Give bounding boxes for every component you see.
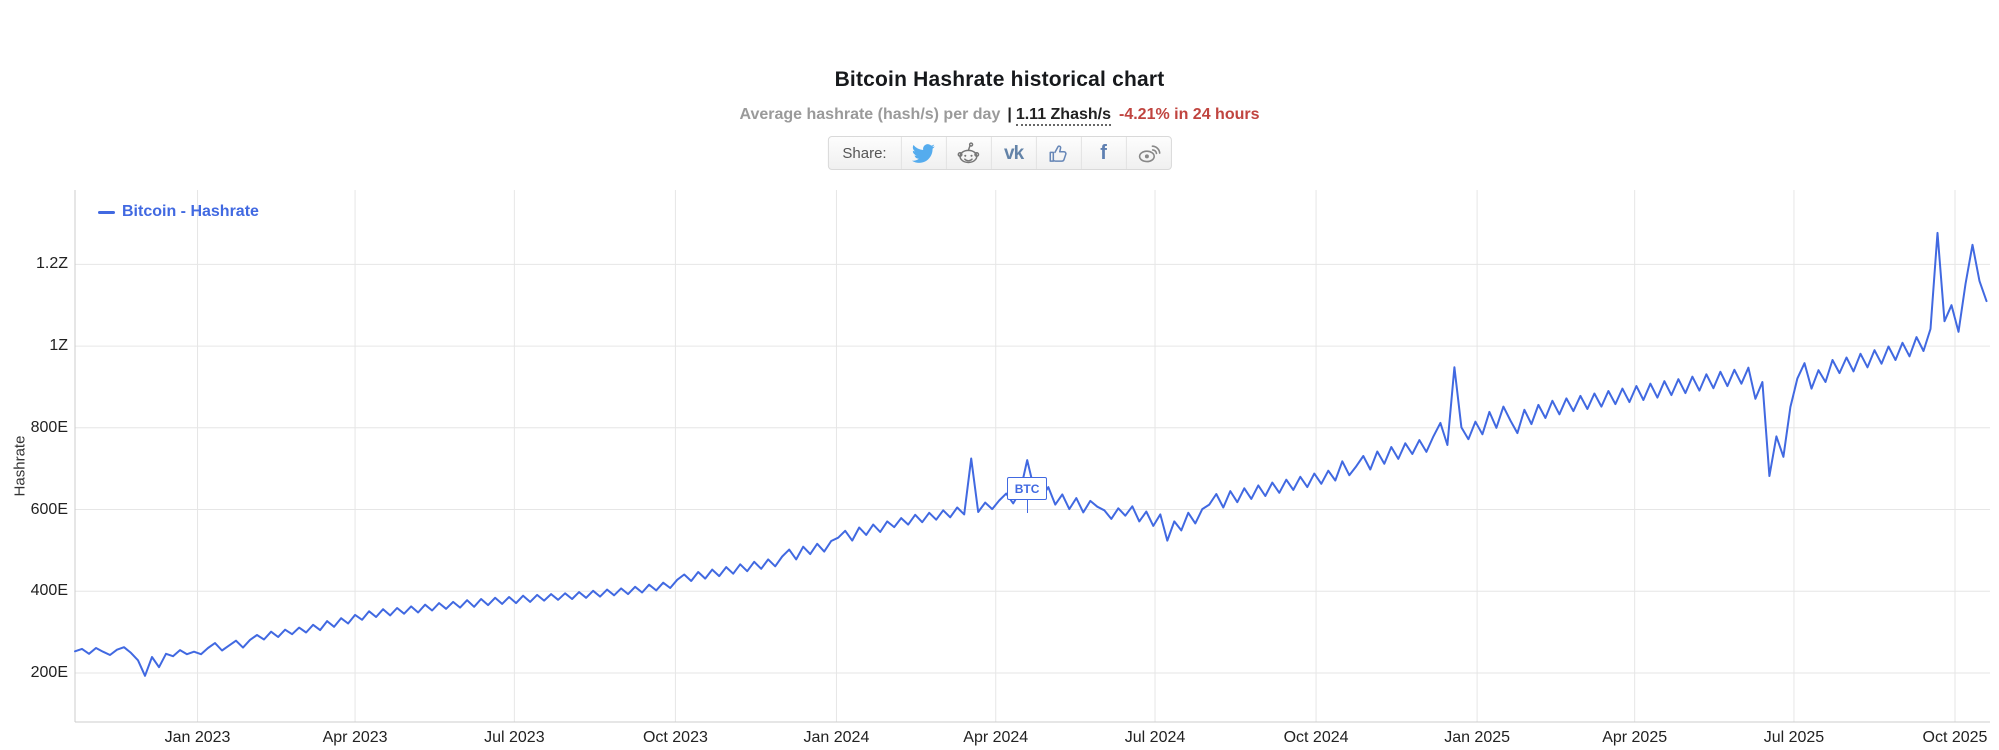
subtitle-separator: | <box>1007 106 1012 123</box>
y-tick-label: 1.2Z <box>35 255 68 273</box>
share-like-button[interactable] <box>1035 137 1081 169</box>
share-label: Share: <box>842 144 887 162</box>
x-tick-label: Jan 2025 <box>1444 729 1511 746</box>
share-facebook-button[interactable]: f <box>1080 137 1126 169</box>
y-tick-label: 600E <box>30 500 68 518</box>
btc-flag-label: BTC <box>1014 481 1040 496</box>
x-tick-label: Jul 2023 <box>484 729 545 746</box>
share-bar: Share: vk f <box>827 136 1172 170</box>
y-tick-label: 200E <box>30 663 68 681</box>
subtitle-description: Average hashrate (hash/s) per day <box>739 106 1001 123</box>
weibo-icon <box>1138 145 1161 163</box>
x-tick-label: Jul 2025 <box>1763 729 1825 746</box>
page-title: Bitcoin Hashrate historical chart <box>834 68 1165 91</box>
twitter-icon <box>912 143 936 163</box>
x-tick-label: Apr 2025 <box>1602 729 1668 746</box>
vk-icon: vk <box>1004 142 1024 164</box>
facebook-icon: f <box>1100 142 1107 164</box>
hashrate-series-line <box>74 231 1988 677</box>
x-tick-label: Jan 2023 <box>164 729 231 746</box>
legend-line-marker <box>98 210 115 214</box>
chart-subtitle: Average hashrate (hash/s) per day | 1.11 Z… <box>0 106 1999 126</box>
share-weibo-button[interactable] <box>1125 137 1171 169</box>
thumbs-up-icon <box>1049 144 1067 162</box>
share-reddit-button[interactable] <box>945 137 991 169</box>
current-hashrate-value: 1.11 Zhash/s <box>1015 106 1111 126</box>
change-24h-badge: -4.21% in 24 hours <box>1119 106 1260 123</box>
y-tick-label: 1Z <box>49 337 68 355</box>
share-twitter-button[interactable] <box>900 137 946 169</box>
y-axis-title: Hashrate <box>11 435 29 497</box>
x-tick-label: Jan 2024 <box>803 729 870 746</box>
y-tick-label: 800E <box>30 418 68 436</box>
legend-label: Bitcoin - Hashrate <box>122 203 259 220</box>
x-tick-label: Apr 2024 <box>963 729 1029 746</box>
x-tick-label: Oct 2023 <box>642 729 708 746</box>
share-vk-button[interactable]: vk <box>990 137 1036 169</box>
x-tick-label: Jul 2024 <box>1124 729 1186 746</box>
x-tick-label: Oct 2024 <box>1283 729 1349 746</box>
btc-flag-stem <box>1026 499 1028 513</box>
btc-halving-flag[interactable]: BTC <box>1006 477 1048 500</box>
reddit-icon <box>957 141 980 163</box>
x-tick-label: Apr 2023 <box>322 729 388 746</box>
x-tick-label: Oct 2025 <box>1922 729 1988 746</box>
y-tick-label: 400E <box>30 582 68 600</box>
legend-bitcoin-hashrate[interactable]: Bitcoin - Hashrate <box>98 203 259 221</box>
